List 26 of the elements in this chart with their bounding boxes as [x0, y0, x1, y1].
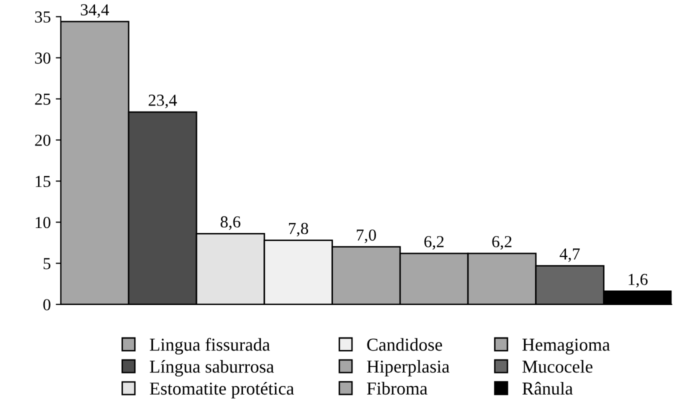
text: 7,0 [356, 229, 376, 244]
text: 8,6 [220, 216, 240, 230]
legend-label: Rânula [522, 382, 573, 395]
y-tick-label: 25 [35, 94, 50, 105]
y-tick-label: 30 [35, 52, 50, 64]
text: 6,2 [424, 236, 444, 250]
y-tick-label: 20 [35, 134, 50, 146]
text: 6,2 [492, 236, 512, 250]
legend-label: Lingua fissurada [150, 338, 270, 355]
y-tick-label: 10 [36, 216, 50, 228]
text: 4,7 [560, 248, 580, 262]
legend-label: Hiperplasia [366, 360, 450, 376]
legend-label: Hemagioma [522, 338, 610, 355]
legend-label: Língua saburrosa [150, 360, 274, 376]
text: 1,6 [628, 274, 648, 288]
y-tick-label: 15 [36, 176, 50, 188]
y-tick-label: 0 [43, 299, 50, 310]
text: 34,4 [80, 4, 110, 18]
y-tick-label: 35 [35, 11, 50, 23]
legend-label: Estomatite protética [150, 382, 294, 398]
legend-label: Candidose [367, 338, 442, 351]
legend-label: Mucocele [522, 360, 592, 373]
legend-label: Fibroma [366, 382, 428, 395]
text: 7,8 [288, 222, 308, 237]
text: 23,4 [148, 94, 177, 108]
y-tick-label: 5 [44, 258, 50, 270]
